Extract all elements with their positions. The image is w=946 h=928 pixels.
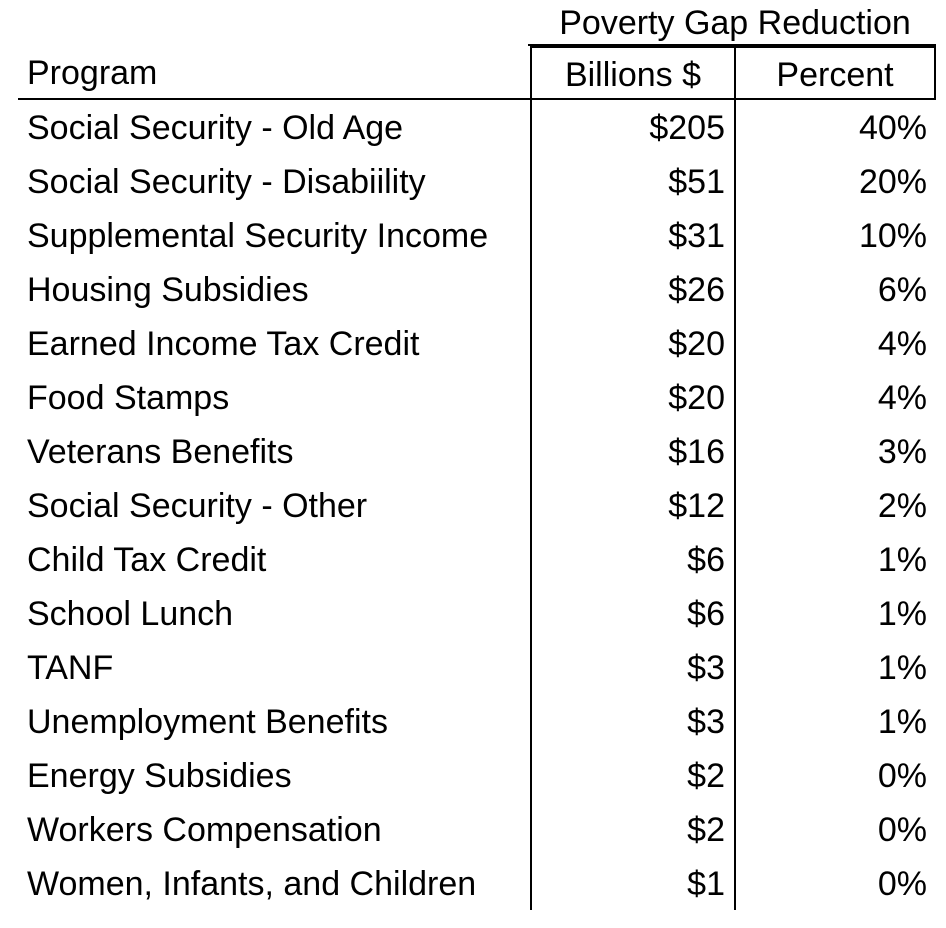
cell-program: Workers Compensation	[27, 811, 382, 849]
cell-percent: 2%	[734, 478, 936, 532]
cell-program: Social Security - Disabiility	[27, 163, 426, 201]
cell-percent: 1%	[734, 694, 936, 748]
table-row: Supplemental Security Income $31 10%	[18, 208, 936, 262]
table-row: Social Security - Old Age $205 40%	[18, 100, 936, 154]
table-row: TANF $3 1%	[18, 640, 936, 694]
cell-percent: 0%	[734, 802, 936, 856]
cell-percent: 3%	[734, 424, 936, 478]
table-row: Unemployment Benefits $3 1%	[18, 694, 936, 748]
cell-percent: 4%	[734, 370, 936, 424]
cell-percent: 0%	[734, 748, 936, 802]
cell-billions: $3	[530, 694, 734, 748]
cell-percent: 20%	[734, 154, 936, 208]
table-row: School Lunch $6 1%	[18, 586, 936, 640]
cell-program: Women, Infants, and Children	[27, 865, 477, 903]
cell-billions: $16	[530, 424, 734, 478]
header-billions: Billions $	[530, 46, 734, 98]
cell-program: Unemployment Benefits	[27, 703, 388, 741]
cell-program: Child Tax Credit	[27, 541, 267, 579]
table-row: Social Security - Other $12 2%	[18, 478, 936, 532]
cell-percent: 1%	[734, 586, 936, 640]
table-row: Women, Infants, and Children $1 0%	[18, 856, 936, 910]
table-body: Social Security - Old Age $205 40% Social S…	[18, 100, 936, 912]
table-row: Child Tax Credit $6 1%	[18, 532, 936, 586]
header-row: Program Billions $ Percent	[18, 46, 936, 100]
table-row: Energy Subsidies $2 0%	[18, 748, 936, 802]
header-percent: Percent	[734, 46, 936, 98]
cell-billions: $3	[530, 640, 734, 694]
cell-billions: $6	[530, 532, 734, 586]
cell-percent: 10%	[734, 208, 936, 262]
cell-program: Food Stamps	[27, 379, 230, 417]
cell-program: Supplemental Security Income	[27, 217, 489, 255]
cell-program: Energy Subsidies	[27, 757, 292, 795]
cell-program: Social Security - Old Age	[27, 109, 404, 147]
cell-billions: $20	[530, 370, 734, 424]
table-row: Food Stamps $20 4%	[18, 370, 936, 424]
cell-billions: $20	[530, 316, 734, 370]
table-row: Social Security - Disabiility $51 20%	[18, 154, 936, 208]
cell-percent: 1%	[734, 532, 936, 586]
cell-percent: 0%	[734, 856, 936, 910]
cell-percent: 40%	[734, 100, 936, 154]
cell-billions: $12	[530, 478, 734, 532]
cell-program: Earned Income Tax Credit	[27, 325, 420, 363]
cell-percent: 6%	[734, 262, 936, 316]
cell-billions: $1	[530, 856, 734, 910]
cell-billions: $51	[530, 154, 734, 208]
cell-program: Veterans Benefits	[27, 433, 294, 471]
table-row: Housing Subsidies $26 6%	[18, 262, 936, 316]
cell-program: School Lunch	[27, 595, 234, 633]
cell-program: Social Security - Other	[27, 487, 368, 525]
super-header: Poverty Gap Reduction	[559, 4, 911, 42]
cell-program: Housing Subsidies	[27, 271, 309, 309]
cell-billions: $205	[530, 100, 734, 154]
cell-billions: $6	[530, 586, 734, 640]
table-row: Earned Income Tax Credit $20 4%	[18, 316, 936, 370]
cell-billions: $26	[530, 262, 734, 316]
cell-billions: $2	[530, 802, 734, 856]
table-row: Workers Compensation $2 0%	[18, 802, 936, 856]
table-row: Veterans Benefits $16 3%	[18, 424, 936, 478]
cell-program: TANF	[27, 649, 114, 687]
cell-billions: $2	[530, 748, 734, 802]
header-program: Program	[27, 54, 158, 92]
cell-percent: 4%	[734, 316, 936, 370]
super-header-rule	[528, 44, 936, 46]
cell-billions: $31	[530, 208, 734, 262]
cell-percent: 1%	[734, 640, 936, 694]
